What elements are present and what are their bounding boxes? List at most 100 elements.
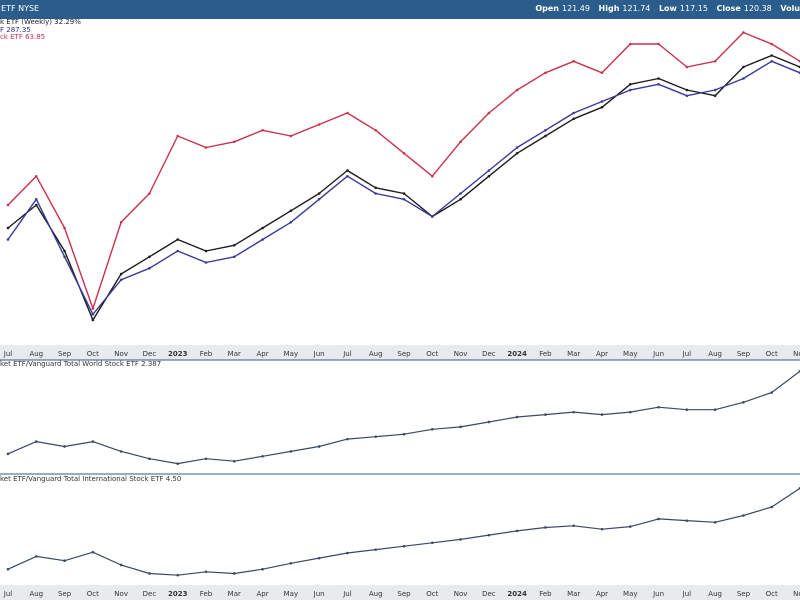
data-point-p2-s1-6 <box>176 462 180 465</box>
data-point-p1-s1-19 <box>544 134 547 138</box>
data-point-p1-s3-20 <box>572 59 576 63</box>
data-point-p1-s1-6 <box>176 238 180 241</box>
x-tick-label-top-25: Aug <box>708 350 722 358</box>
price-chart[interactable]: Jul Aug Sep Oct Nov Dec 2023 Feb Mar Apr May Jun Jul… <box>0 19 800 600</box>
x-tick-label-top-9: Apr <box>257 350 269 358</box>
data-point-p2-s1-20 <box>572 410 576 414</box>
data-point-p3-s1-9 <box>261 567 264 571</box>
x-tick-label-bottom-13: Aug <box>369 590 383 598</box>
data-point-p2-s1-2 <box>63 445 66 448</box>
data-point-p3-s1-18 <box>515 529 519 533</box>
data-point-p1-s2-0 <box>6 238 10 241</box>
data-point-p2-s1-26 <box>742 401 745 404</box>
volume-label: Volu <box>780 4 800 13</box>
low-label: Low <box>658 4 677 13</box>
data-point-p3-s1-13 <box>374 548 378 551</box>
data-point-p1-s2-19 <box>544 128 547 132</box>
data-point-p1-s3-1 <box>34 174 38 178</box>
x-tick-label-bottom-12: Jul <box>342 590 352 598</box>
data-point-p3-s1-19 <box>544 526 547 529</box>
data-point-p2-s1-1 <box>34 440 38 443</box>
data-point-p1-s1-21 <box>600 105 604 109</box>
high-value: 121.74 <box>622 4 651 13</box>
x-tick-label-bottom-3: Oct <box>87 590 99 598</box>
data-point-p1-s1-23 <box>657 77 660 80</box>
x-tick-label-bottom-27: Oct <box>766 590 778 598</box>
data-point-p1-s1-5 <box>148 255 151 259</box>
x-tick-label-top-19: Feb <box>539 350 552 358</box>
legend-main-series: k ETF (Weekly) 32.29% <box>0 18 81 26</box>
data-point-p1-s3-16 <box>459 140 462 144</box>
x-tick-label-top-7: Feb <box>200 350 213 358</box>
data-point-p1-s1-11 <box>317 192 321 195</box>
data-point-p1-s3-0 <box>6 203 10 207</box>
data-point-p1-s3-17 <box>487 111 491 115</box>
data-point-p1-s2-14 <box>402 197 406 201</box>
x-tick-label-bottom-25: Aug <box>708 590 722 598</box>
data-point-p1-s3-19 <box>544 71 547 75</box>
data-point-p1-s2-17 <box>487 169 491 172</box>
x-tick-label-top-0: Jul <box>3 350 13 358</box>
data-point-p2-s1-8 <box>232 459 236 463</box>
data-point-p2-s1-13 <box>374 435 378 438</box>
data-point-p1-s3-15 <box>430 174 434 178</box>
data-point-p1-s1-27 <box>770 54 774 57</box>
data-point-p3-s1-16 <box>459 538 462 541</box>
x-tick-label-bottom-17: Dec <box>482 590 496 598</box>
data-point-p1-s2-18 <box>515 146 519 149</box>
series-line-p2-1 <box>7 370 800 465</box>
data-point-p2-s1-10 <box>289 450 293 453</box>
x-tick-label-top-17: Dec <box>482 350 496 358</box>
x-tick-label-top-28: Nov <box>793 350 800 358</box>
legend-third-series: ck ETF 63.85 <box>0 33 46 41</box>
data-point-p1-s3-26 <box>742 31 745 34</box>
data-point-p1-s1-7 <box>204 249 208 253</box>
ratio-panel-1-label: ket ETF/Vanguard Total World Stock ETF 2… <box>0 360 162 368</box>
x-tick-label-bottom-8: Mar <box>228 590 241 598</box>
data-point-p1-s3-23 <box>657 42 660 46</box>
data-point-p2-s1-22 <box>628 410 632 414</box>
series-line-p3-1 <box>7 487 800 576</box>
x-tick-label-top-6: 2023 <box>168 350 188 358</box>
data-point-p3-s1-23 <box>657 517 660 521</box>
x-tick-label-top-11: Jun <box>313 350 325 358</box>
data-point-p2-s1-25 <box>713 408 717 411</box>
x-tick-label-top-24: Jul <box>682 350 692 358</box>
x-tick-label-top-20: Mar <box>567 350 580 358</box>
data-point-p1-s3-25 <box>713 59 717 63</box>
series-line-p1-1 <box>7 54 800 321</box>
x-tick-label-top-13: Aug <box>369 350 383 358</box>
data-point-p3-s1-11 <box>317 556 321 560</box>
data-point-p1-s2-12 <box>346 174 349 178</box>
data-point-p1-s3-27 <box>770 42 774 46</box>
x-tick-label-top-4: Nov <box>114 350 128 358</box>
x-tick-label-bottom-15: Oct <box>426 590 438 598</box>
data-point-p1-s2-24 <box>685 94 689 98</box>
data-point-p1-s2-5 <box>148 266 151 270</box>
x-tick-label-top-21: Apr <box>596 350 608 358</box>
x-tick-label-bottom-18: 2024 <box>507 590 527 598</box>
x-tick-label-top-8: Mar <box>228 350 241 358</box>
data-point-p1-s1-1 <box>34 203 38 207</box>
data-point-p1-s3-5 <box>148 192 151 195</box>
x-tick-label-bottom-11: Jun <box>313 590 325 598</box>
data-point-p1-s2-7 <box>204 261 208 264</box>
data-point-p1-s2-15 <box>430 215 434 218</box>
x-tick-label-top-12: Jul <box>342 350 352 358</box>
data-point-p1-s2-13 <box>374 192 378 195</box>
data-point-p1-s3-21 <box>600 71 604 75</box>
data-point-p1-s2-8 <box>232 255 236 259</box>
data-point-p1-s1-16 <box>459 197 462 201</box>
data-point-p1-s1-17 <box>487 174 491 178</box>
x-tick-label-bottom-4: Nov <box>114 590 128 598</box>
data-point-p2-s1-3 <box>91 440 95 443</box>
data-point-p1-s1-20 <box>572 117 576 121</box>
x-tick-label-top-10: May <box>284 350 298 358</box>
x-tick-label-bottom-24: Jul <box>682 590 692 598</box>
data-point-p1-s1-26 <box>742 65 745 69</box>
data-point-p2-s1-24 <box>685 408 689 411</box>
data-point-p1-s1-8 <box>232 243 236 247</box>
data-point-p2-s1-23 <box>657 405 660 409</box>
x-tick-label-top-2: Sep <box>58 350 72 358</box>
data-point-p1-s3-24 <box>685 65 689 69</box>
